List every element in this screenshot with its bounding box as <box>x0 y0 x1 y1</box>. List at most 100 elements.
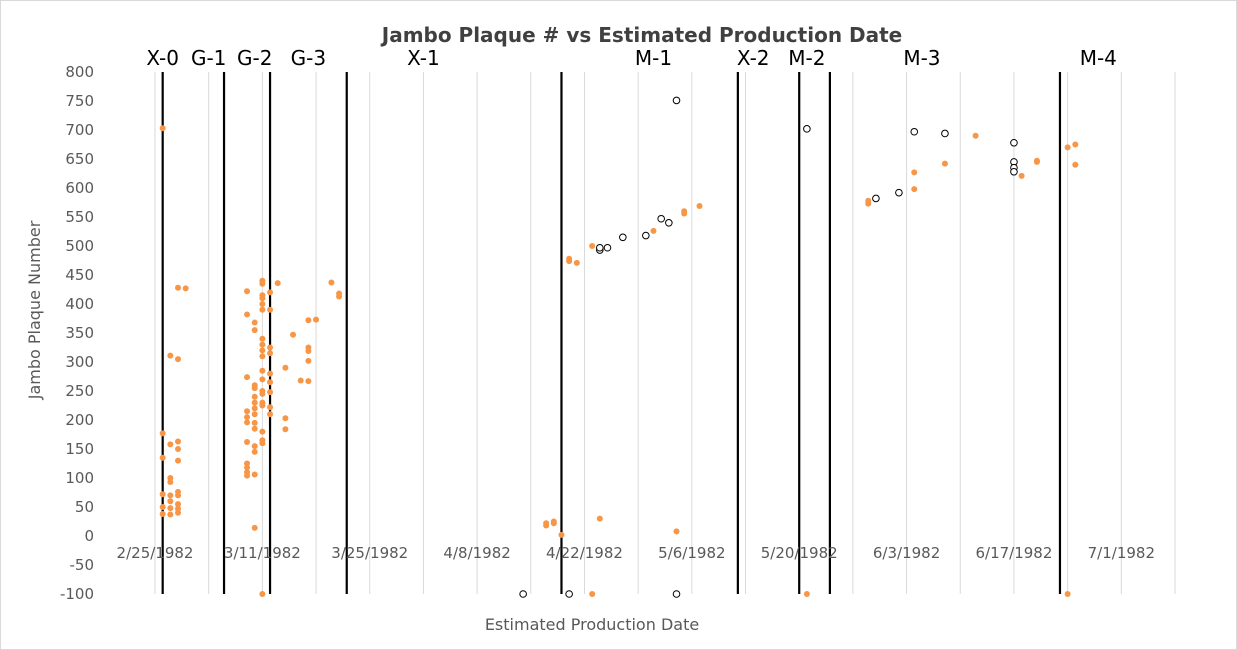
data-point-filled <box>267 289 274 296</box>
data-point-filled <box>167 505 174 512</box>
data-point-filled <box>167 352 174 359</box>
x-tick-label: 4/8/1982 <box>443 544 510 562</box>
data-point-hollow <box>657 214 665 223</box>
y-tick-label: 550 <box>65 208 94 226</box>
data-point-filled <box>696 202 703 209</box>
data-point-filled <box>911 186 918 193</box>
data-point-filled <box>1072 161 1079 168</box>
data-point-filled <box>251 319 258 326</box>
x-tick-label: 7/1/1982 <box>1088 544 1155 562</box>
data-point-hollow <box>872 194 880 203</box>
data-point-filled <box>1033 157 1040 164</box>
x-tick-label: 6/17/1982 <box>975 544 1052 562</box>
phase-label: M-1 <box>635 46 672 70</box>
data-point-filled <box>673 528 680 535</box>
data-point-filled <box>1018 172 1025 179</box>
data-point-filled <box>251 411 258 418</box>
y-tick-label: 300 <box>65 353 94 371</box>
data-point-filled <box>573 259 580 266</box>
data-point-filled <box>244 374 251 381</box>
data-point-filled <box>244 439 251 446</box>
data-point-filled <box>244 419 251 426</box>
y-tick-label: 800 <box>65 63 94 81</box>
data-point-filled <box>267 350 274 357</box>
data-point-filled <box>267 370 274 377</box>
data-point-filled <box>251 327 258 334</box>
data-point-hollow <box>1010 138 1018 147</box>
data-point-filled <box>259 390 266 397</box>
y-tick-label: 400 <box>65 295 94 313</box>
data-point-filled <box>1072 141 1079 148</box>
x-tick-label: 3/11/1982 <box>224 544 301 562</box>
y-tick-label: 450 <box>65 266 94 284</box>
data-point-filled <box>159 491 166 498</box>
data-point-filled <box>167 479 174 486</box>
y-axis-title: Jambo Plaque Number <box>25 220 44 400</box>
data-point-filled <box>305 378 312 385</box>
data-point-filled <box>558 531 565 538</box>
phase-label: G-3 <box>291 46 326 70</box>
phase-label: X-2 <box>737 46 770 70</box>
x-tick-label: 4/22/1982 <box>546 544 623 562</box>
data-point-filled <box>159 125 166 132</box>
data-point-filled <box>589 591 596 597</box>
data-point-filled <box>305 357 312 364</box>
data-point-filled <box>865 197 872 204</box>
phase-label: M-2 <box>788 46 825 70</box>
data-point-filled <box>159 510 166 517</box>
data-point-filled <box>167 498 174 505</box>
data-point-filled <box>1064 144 1071 151</box>
data-point-filled <box>267 389 274 396</box>
data-point-filled <box>259 341 266 348</box>
phase-label: X-0 <box>146 46 179 70</box>
data-points <box>159 96 1079 598</box>
data-point-filled <box>182 285 189 292</box>
x-axis-title: Estimated Production Date <box>485 615 699 634</box>
data-point-hollow <box>672 590 681 598</box>
data-point-filled <box>244 464 251 471</box>
data-point-filled <box>259 440 266 447</box>
chart-title: Jambo Plaque # vs Estimated Production D… <box>380 23 903 47</box>
y-tick-label: 100 <box>65 469 94 487</box>
y-tick-label: 150 <box>65 440 94 458</box>
data-point-filled <box>282 415 289 422</box>
data-point-filled <box>941 160 948 167</box>
data-point-filled <box>167 492 174 499</box>
data-point-hollow <box>803 125 811 133</box>
y-tick-label: 350 <box>65 324 94 342</box>
data-point-filled <box>259 347 266 354</box>
data-point-filled <box>259 292 266 299</box>
x-tick-label: 5/20/1982 <box>761 544 838 562</box>
data-point-filled <box>259 277 266 284</box>
phase-label: G-1 <box>191 46 226 70</box>
data-point-filled <box>259 591 266 597</box>
y-tick-label: 200 <box>65 411 94 429</box>
data-point-filled <box>244 288 251 295</box>
data-point-filled <box>251 399 258 406</box>
data-point-filled <box>251 419 258 426</box>
data-point-filled <box>251 393 258 400</box>
data-point-filled <box>175 356 182 363</box>
y-tick-label: 650 <box>65 150 94 168</box>
data-point-filled <box>305 317 312 324</box>
data-point-filled <box>550 520 557 527</box>
data-point-filled <box>167 511 174 518</box>
data-point-filled <box>596 515 603 522</box>
data-point-filled <box>650 227 657 234</box>
x-tick-label: 3/25/1982 <box>331 544 408 562</box>
data-point-filled <box>259 306 266 313</box>
phase-label: X-1 <box>407 46 440 70</box>
y-tick-label: 500 <box>65 237 94 255</box>
data-point-filled <box>282 364 289 371</box>
data-point-filled <box>251 448 258 455</box>
data-point-filled <box>251 524 258 531</box>
data-point-filled <box>313 316 320 323</box>
data-point-filled <box>259 367 266 374</box>
data-point-filled <box>251 425 258 432</box>
data-point-filled <box>336 293 343 300</box>
y-tick-label: 750 <box>65 92 94 110</box>
x-tick-label: 5/6/1982 <box>658 544 725 562</box>
data-point-hollow <box>672 96 681 105</box>
